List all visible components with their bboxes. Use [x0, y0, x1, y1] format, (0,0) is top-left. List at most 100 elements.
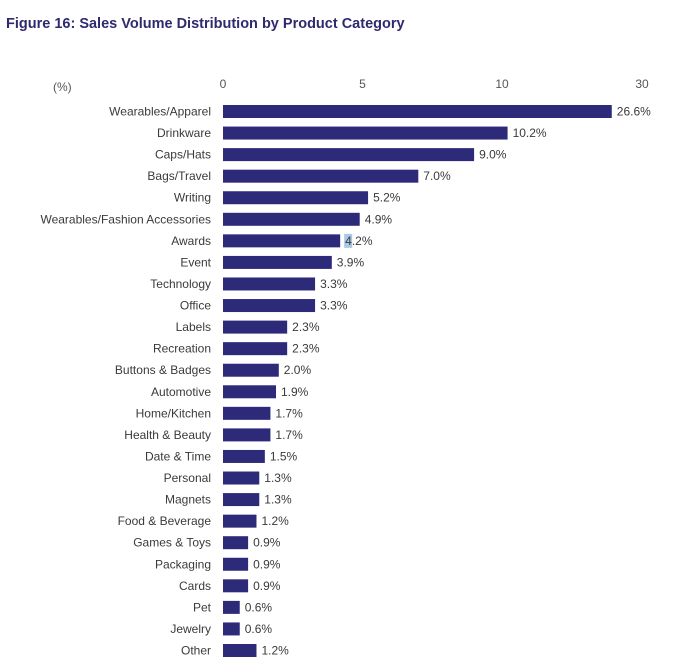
category-label: Writing	[174, 191, 211, 205]
value-label: 1.7%	[275, 428, 303, 442]
bar-row: Bags/Travel 7.0%	[147, 169, 451, 183]
value-label: 4.9%	[365, 212, 393, 226]
value-label: 26.6%	[617, 105, 651, 119]
bar	[223, 320, 288, 334]
bar	[223, 644, 257, 657]
bar	[223, 299, 316, 313]
value-label: 2.3%	[292, 342, 320, 356]
category-label: Date & Time	[145, 449, 211, 463]
category-label: Games & Toys	[133, 536, 211, 550]
bar	[223, 514, 257, 528]
bar	[223, 622, 240, 636]
value-label: 10.2%	[513, 126, 547, 140]
bar-row: Buttons & Badges 2.0%	[115, 363, 312, 377]
bar-row: Health & Beauty 1.7%	[124, 428, 303, 442]
bar-row: Wearables/Fashion Accessories 4.9%	[40, 212, 392, 226]
bar	[223, 428, 271, 442]
bar-row: Automotive 1.9%	[151, 385, 309, 399]
bar-row: Cards 0.9%	[179, 579, 281, 593]
bar	[223, 212, 360, 226]
bar-row: Caps/Hats 9.0%	[155, 148, 507, 162]
bar-row: Wearables/Apparel 26.6%	[109, 105, 651, 119]
bar-row: Jewelry 0.6%	[170, 622, 272, 636]
value-label: 9.0%	[479, 148, 507, 162]
x-tick-label: 10	[495, 77, 509, 91]
bar-row: Date & Time 1.5%	[145, 449, 298, 463]
bar	[223, 234, 341, 248]
x-axis-ticks: 0 5 10 30	[220, 77, 649, 91]
category-label: Awards	[171, 234, 211, 248]
bar-row: Food & Beverage 1.2%	[118, 514, 290, 528]
bar	[223, 579, 249, 593]
value-label: 1.2%	[261, 644, 289, 658]
bar	[223, 406, 271, 420]
bar-row: Home/Kitchen 1.7%	[136, 406, 303, 420]
value-label: 0.9%	[253, 536, 281, 550]
value-label: 1.2%	[261, 514, 289, 528]
bar	[223, 277, 316, 291]
value-label: 0.9%	[253, 579, 281, 593]
bar-row: Event 3.9%	[180, 255, 364, 269]
value-label: 5.2%	[373, 191, 401, 205]
value-label: 1.7%	[275, 406, 303, 420]
category-label: Drinkware	[157, 126, 211, 140]
category-label: Magnets	[165, 493, 211, 507]
bar	[223, 471, 260, 485]
bar	[223, 557, 249, 571]
category-label: Wearables/Apparel	[109, 105, 211, 119]
bar-row: Writing 5.2%	[174, 191, 401, 205]
category-label: Personal	[164, 471, 211, 485]
category-label: Recreation	[153, 342, 211, 356]
bar-row: Games & Toys 0.9%	[133, 536, 281, 550]
bar	[223, 126, 508, 140]
value-label: 7.0%	[423, 169, 451, 183]
value-label: 1.5%	[270, 449, 298, 463]
category-label: Home/Kitchen	[136, 406, 211, 420]
bar-row: Recreation 2.3%	[153, 342, 320, 356]
value-label: 0.6%	[245, 600, 273, 614]
category-label: Other	[181, 644, 211, 658]
bar-row: Awards 4.2%	[171, 233, 373, 248]
value-label: 3.9%	[337, 255, 365, 269]
category-label: Buttons & Badges	[115, 363, 211, 377]
category-label: Bags/Travel	[147, 169, 211, 183]
bar-row: Personal 1.3%	[164, 471, 292, 485]
bar-row: Office 3.3%	[180, 299, 348, 313]
bar-row: Other 1.2%	[181, 644, 289, 658]
category-label: Office	[180, 299, 211, 313]
bar-row: Packaging 0.9%	[155, 557, 281, 571]
category-label: Pet	[193, 600, 212, 614]
bar	[223, 148, 475, 162]
value-label: 0.9%	[253, 557, 281, 571]
bar	[223, 191, 369, 205]
bar	[223, 600, 240, 614]
bar-row: Drinkware 10.2%	[157, 126, 547, 140]
category-label: Caps/Hats	[155, 148, 211, 162]
bar-row: Pet 0.6%	[193, 600, 272, 614]
bar	[223, 363, 279, 377]
bar	[223, 342, 288, 356]
value-label: 4.2%	[345, 234, 373, 248]
selection-highlight	[344, 233, 353, 248]
category-label: Food & Beverage	[118, 514, 212, 528]
value-label: 2.3%	[292, 320, 320, 334]
figure-title: Figure 16: Sales Volume Distribution by …	[6, 16, 405, 32]
value-label: 1.3%	[264, 493, 292, 507]
category-label: Event	[180, 255, 211, 269]
value-label: 1.9%	[281, 385, 309, 399]
bar-row: Magnets 1.3%	[165, 493, 292, 507]
category-label: Jewelry	[170, 622, 211, 636]
bar	[223, 536, 249, 550]
bar	[223, 255, 332, 269]
value-label: 2.0%	[284, 363, 312, 377]
bar	[223, 169, 419, 183]
bar	[223, 449, 265, 463]
category-label: Technology	[150, 277, 211, 291]
bar	[223, 385, 277, 399]
bar	[223, 105, 612, 118]
category-label: Health & Beauty	[124, 428, 211, 442]
category-label: Wearables/Fashion Accessories	[40, 212, 211, 226]
category-label: Labels	[176, 320, 211, 334]
category-label: Packaging	[155, 557, 211, 571]
